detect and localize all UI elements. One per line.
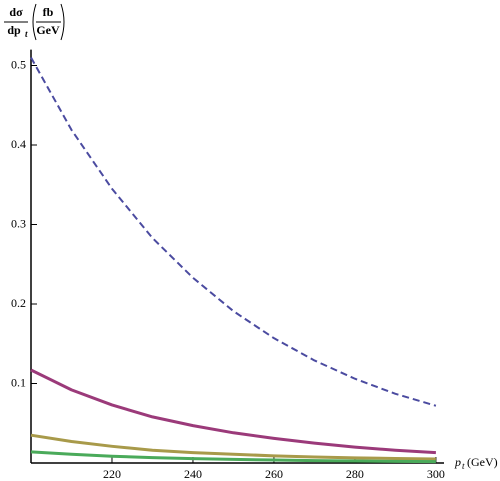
x-tick-label: 260 bbox=[265, 467, 283, 481]
x-label-unit: (GeV) bbox=[467, 455, 498, 469]
x-tick-label: 240 bbox=[184, 467, 202, 481]
y-label-subscript: t bbox=[25, 29, 28, 39]
x-tick-label: 300 bbox=[427, 467, 445, 481]
series-line bbox=[30, 368, 436, 455]
y-label-denominator: dp bbox=[7, 23, 21, 37]
x-axis-label: p t (GeV) bbox=[454, 455, 498, 471]
series-line bbox=[30, 450, 436, 464]
x-label-text: p bbox=[454, 455, 461, 469]
paren bbox=[32, 3, 37, 41]
y-tick-label: 0.3 bbox=[11, 216, 26, 230]
x-tick-label: 220 bbox=[103, 467, 121, 481]
y-axis-label: dσ dp t fb GeV bbox=[4, 3, 65, 41]
series-line bbox=[30, 57, 437, 407]
y-tick-label: 0.5 bbox=[11, 57, 26, 71]
y-label-numerator: dσ bbox=[9, 5, 23, 19]
y-label-unit-num: fb bbox=[43, 5, 54, 19]
y-tick-label: 0.4 bbox=[11, 137, 26, 151]
y-label-unit-den: GeV bbox=[36, 23, 60, 37]
y-tick-label: 0.2 bbox=[11, 296, 26, 310]
x-tick-label: 280 bbox=[346, 467, 364, 481]
y-tick-label: 0.1 bbox=[11, 375, 26, 389]
series-line bbox=[30, 433, 436, 461]
paren bbox=[60, 3, 65, 41]
x-label-subscript: t bbox=[462, 461, 465, 471]
